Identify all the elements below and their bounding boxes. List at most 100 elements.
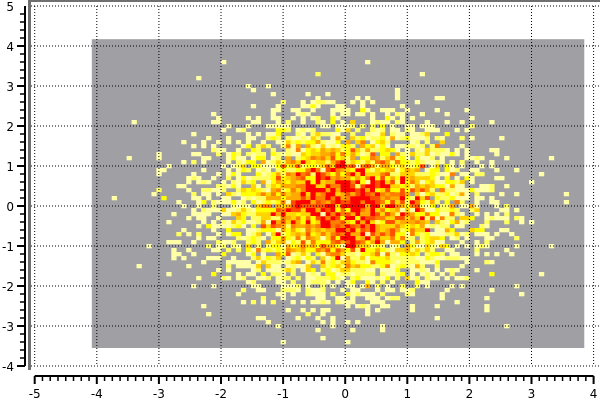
histogram-bin <box>360 292 366 297</box>
histogram-bin <box>345 260 351 265</box>
histogram-bin <box>444 248 450 253</box>
histogram-bin <box>439 240 445 245</box>
histogram-bin <box>211 120 217 125</box>
histogram-bin <box>484 308 490 313</box>
histogram-bin <box>250 268 257 273</box>
histogram-bin <box>360 168 366 173</box>
histogram-bin <box>384 204 391 209</box>
histogram-bin <box>191 192 197 197</box>
histogram-bin <box>419 124 425 129</box>
histogram-bin <box>449 192 455 197</box>
histogram-bin <box>375 220 381 225</box>
histogram-bin <box>345 216 351 221</box>
histogram-bin <box>255 256 262 261</box>
histogram-bin <box>404 212 411 217</box>
histogram-bin <box>156 168 162 173</box>
histogram-bin <box>389 132 396 137</box>
histogram-bin <box>285 232 291 237</box>
histogram-bin <box>305 240 311 245</box>
histogram-bin <box>335 196 341 201</box>
histogram-bin <box>355 276 361 281</box>
histogram-bin <box>538 172 545 177</box>
histogram-bin <box>270 192 276 197</box>
histogram-bin <box>310 216 316 221</box>
histogram-bin <box>275 132 281 137</box>
histogram-bin <box>370 140 376 145</box>
histogram-bin <box>230 152 237 157</box>
histogram-bin <box>290 116 296 121</box>
histogram-bin <box>434 276 440 281</box>
histogram-bin <box>379 232 386 237</box>
histogram-bin <box>375 128 381 133</box>
histogram-bin <box>345 144 351 149</box>
histogram-bin <box>370 132 376 137</box>
histogram-bin <box>404 144 411 149</box>
histogram-bin <box>469 168 475 173</box>
histogram-bin <box>360 140 366 145</box>
histogram-bin <box>345 192 351 197</box>
histogram-bin <box>290 280 296 285</box>
histogram-bin <box>419 280 425 285</box>
histogram-bin <box>315 96 321 101</box>
histogram-bin <box>320 276 326 281</box>
histogram-bin <box>355 168 361 173</box>
histogram-bin <box>389 116 396 121</box>
histogram-bin <box>379 156 386 161</box>
histogram-bin <box>434 108 440 113</box>
histogram-bin <box>394 148 401 153</box>
histogram-bin <box>439 184 445 189</box>
histogram-bin <box>365 188 371 193</box>
histogram-bin <box>345 124 351 129</box>
histogram-bin <box>335 132 341 137</box>
histogram-bin <box>196 232 202 237</box>
histogram-bin <box>250 136 257 141</box>
histogram-bin <box>479 156 485 161</box>
histogram-bin <box>330 132 336 137</box>
histogram-bin <box>295 112 301 117</box>
histogram-bin <box>260 248 267 253</box>
histogram-bin <box>439 224 445 229</box>
histogram-bin <box>290 268 296 273</box>
histogram-bin <box>275 116 281 121</box>
histogram-bin <box>360 260 366 265</box>
histogram-bin <box>330 208 336 213</box>
histogram-bin <box>255 316 262 321</box>
histogram-bin <box>255 208 262 213</box>
histogram-bin <box>260 288 267 293</box>
histogram-bin <box>290 220 296 225</box>
histogram-bin <box>320 160 326 165</box>
histogram-bin <box>504 324 510 329</box>
histogram-bin <box>250 160 257 165</box>
histogram-bin <box>225 212 232 217</box>
histogram-bin <box>370 260 376 265</box>
histogram-bin <box>414 248 421 253</box>
histogram-bin <box>499 228 505 233</box>
histogram-bin <box>260 224 267 229</box>
histogram-bin <box>280 296 286 301</box>
histogram-bin <box>474 228 480 233</box>
histogram-bin <box>434 168 440 173</box>
histogram-bin <box>394 224 401 229</box>
histogram-bin <box>300 240 306 245</box>
histogram-bin <box>305 200 311 205</box>
histogram-bin <box>399 172 406 177</box>
histogram-bin <box>484 184 490 189</box>
histogram-bin <box>240 300 247 305</box>
histogram-bin <box>330 272 336 277</box>
histogram-bin <box>375 284 381 289</box>
histogram-bin <box>255 212 262 217</box>
histogram-bin <box>434 144 440 149</box>
histogram-bin <box>240 212 247 217</box>
histogram-bin <box>255 116 262 121</box>
histogram-bin <box>216 140 222 145</box>
histogram-bin <box>310 260 316 265</box>
histogram-bin <box>196 76 202 81</box>
histogram-bin <box>360 200 366 205</box>
histogram-bin <box>191 252 197 257</box>
histogram-bin <box>355 184 361 189</box>
histogram-bin <box>439 216 445 221</box>
histogram-bin <box>270 236 276 241</box>
histogram-bin <box>370 112 376 117</box>
histogram-bin <box>225 260 232 265</box>
x-tick-label: 3 <box>528 387 536 400</box>
